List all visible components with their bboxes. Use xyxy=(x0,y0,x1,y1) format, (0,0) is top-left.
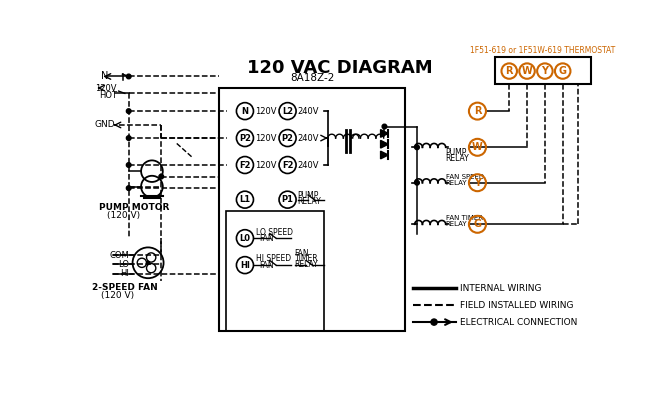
Text: PUMP: PUMP xyxy=(297,191,319,200)
Polygon shape xyxy=(381,129,389,137)
Circle shape xyxy=(431,319,437,325)
Text: 120V: 120V xyxy=(255,160,277,170)
Polygon shape xyxy=(381,140,389,148)
Text: LO: LO xyxy=(119,260,129,269)
Text: Y: Y xyxy=(474,178,481,188)
Text: 240V: 240V xyxy=(297,160,319,170)
Circle shape xyxy=(415,181,419,185)
Text: INTERNAL WIRING: INTERNAL WIRING xyxy=(460,284,541,293)
Circle shape xyxy=(127,186,131,190)
Text: RELAY: RELAY xyxy=(446,180,467,186)
Circle shape xyxy=(127,74,131,79)
Text: G: G xyxy=(474,219,482,229)
Circle shape xyxy=(415,145,419,150)
Text: FAN: FAN xyxy=(260,234,274,243)
Text: F2: F2 xyxy=(239,160,251,170)
Bar xyxy=(226,211,324,331)
Text: GND: GND xyxy=(94,121,115,129)
Bar xyxy=(219,88,405,331)
Text: ELECTRICAL CONNECTION: ELECTRICAL CONNECTION xyxy=(460,318,577,326)
Text: LO SPEED: LO SPEED xyxy=(256,228,293,236)
Circle shape xyxy=(127,109,131,114)
Text: P1: P1 xyxy=(281,195,293,204)
Circle shape xyxy=(382,124,387,129)
Text: COM: COM xyxy=(110,251,129,260)
Text: FAN TIMER: FAN TIMER xyxy=(446,215,482,221)
Circle shape xyxy=(159,174,163,179)
Text: 1F51-619 or 1F51W-619 THERMOSTAT: 1F51-619 or 1F51W-619 THERMOSTAT xyxy=(470,46,616,55)
Text: HI: HI xyxy=(240,261,250,269)
Text: R: R xyxy=(505,66,513,76)
Text: L0: L0 xyxy=(239,234,251,243)
Text: 240V: 240V xyxy=(297,134,319,142)
Text: (120 V): (120 V) xyxy=(107,211,140,220)
Text: RELAY: RELAY xyxy=(446,221,467,227)
Text: W: W xyxy=(472,142,483,152)
Text: L2: L2 xyxy=(282,106,293,116)
Polygon shape xyxy=(381,151,389,159)
Text: 120V: 120V xyxy=(255,106,277,116)
Text: PUMP MOTOR: PUMP MOTOR xyxy=(99,203,170,212)
Text: P2: P2 xyxy=(281,134,293,142)
Text: FAN: FAN xyxy=(295,249,309,258)
Text: 240V: 240V xyxy=(297,106,319,116)
Text: 8A18Z-2: 8A18Z-2 xyxy=(290,73,334,83)
Text: 120V: 120V xyxy=(255,134,277,142)
Text: HI: HI xyxy=(121,269,129,278)
Text: F2: F2 xyxy=(282,160,293,170)
Text: FAN SPEED: FAN SPEED xyxy=(446,173,484,180)
Text: RELAY: RELAY xyxy=(297,197,322,207)
Text: (120 V): (120 V) xyxy=(100,291,134,300)
Text: RELAY: RELAY xyxy=(295,260,318,269)
Text: W: W xyxy=(522,66,533,76)
Text: HI SPEED: HI SPEED xyxy=(256,254,291,264)
Text: 120V: 120V xyxy=(94,83,116,93)
Text: PUMP: PUMP xyxy=(446,148,467,157)
Bar xyxy=(494,57,592,84)
Circle shape xyxy=(147,261,149,264)
Text: RELAY: RELAY xyxy=(446,154,470,163)
Text: L1: L1 xyxy=(239,195,251,204)
Text: FAN: FAN xyxy=(260,261,274,269)
Text: Y: Y xyxy=(541,66,548,76)
Text: P2: P2 xyxy=(239,134,251,142)
Text: FIELD INSTALLED WIRING: FIELD INSTALLED WIRING xyxy=(460,301,573,310)
Text: 2-SPEED FAN: 2-SPEED FAN xyxy=(92,283,157,292)
Text: G: G xyxy=(559,66,567,76)
Text: R: R xyxy=(474,106,481,116)
Text: N: N xyxy=(100,72,108,81)
Text: TIMER: TIMER xyxy=(295,254,318,264)
Text: N: N xyxy=(241,106,249,116)
Circle shape xyxy=(127,163,131,167)
Circle shape xyxy=(127,136,131,140)
Text: 120 VAC DIAGRAM: 120 VAC DIAGRAM xyxy=(247,59,432,77)
Text: HOT: HOT xyxy=(99,91,117,100)
